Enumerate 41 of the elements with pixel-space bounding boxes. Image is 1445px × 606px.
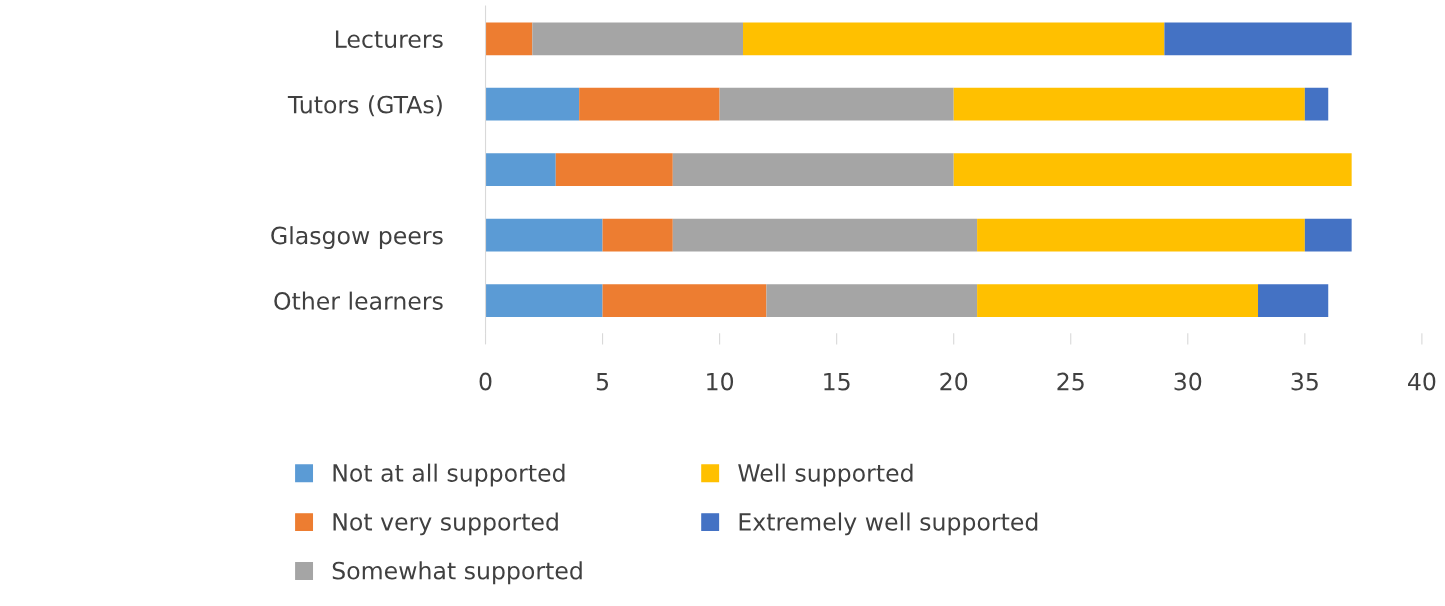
x-tick-label: 15 <box>824 372 850 391</box>
y-tick-label: Glasgow peers <box>271 226 443 250</box>
bar <box>977 284 1259 317</box>
bar <box>555 153 673 187</box>
y-tick-label: Lecturers <box>335 30 443 49</box>
x-tick-label: 20 <box>940 372 968 391</box>
legend-label: Somewhat supported <box>332 561 582 585</box>
bar <box>743 22 1165 56</box>
bar <box>1304 218 1352 252</box>
bar <box>579 87 720 121</box>
x-tick-label: 10 <box>707 372 734 391</box>
bar <box>766 284 978 317</box>
y-tick-label: Tutors (GTAs) <box>287 95 442 117</box>
bar <box>485 284 603 317</box>
y-tick-label: Other learners <box>274 291 443 310</box>
x-tick-label: 5 <box>596 372 609 391</box>
legend-label: Not at all supported <box>333 463 565 487</box>
bar <box>953 153 1352 187</box>
x-tick-label: 40 <box>1408 372 1436 391</box>
bar <box>1258 284 1329 317</box>
x-tick-label: 25 <box>1057 372 1084 391</box>
x-tick-label: 35 <box>1291 372 1318 391</box>
bar <box>485 218 603 252</box>
bar <box>953 87 1305 121</box>
legend-label: Extremely well supported <box>739 512 1038 536</box>
bar <box>485 87 580 121</box>
bar <box>672 218 978 252</box>
legend-label: Well supported <box>738 463 913 487</box>
bar <box>532 22 744 56</box>
bar <box>1164 22 1352 56</box>
x-tick-label: 0 <box>479 372 492 391</box>
bar <box>485 22 533 56</box>
bar <box>485 153 556 187</box>
bar <box>672 153 954 187</box>
x-tick-label: 30 <box>1174 372 1202 391</box>
bar <box>1304 87 1329 121</box>
bar <box>977 218 1305 252</box>
legend-label: Not very supported <box>333 512 558 536</box>
bar <box>602 284 767 317</box>
bar <box>602 218 673 252</box>
bar <box>719 87 954 121</box>
